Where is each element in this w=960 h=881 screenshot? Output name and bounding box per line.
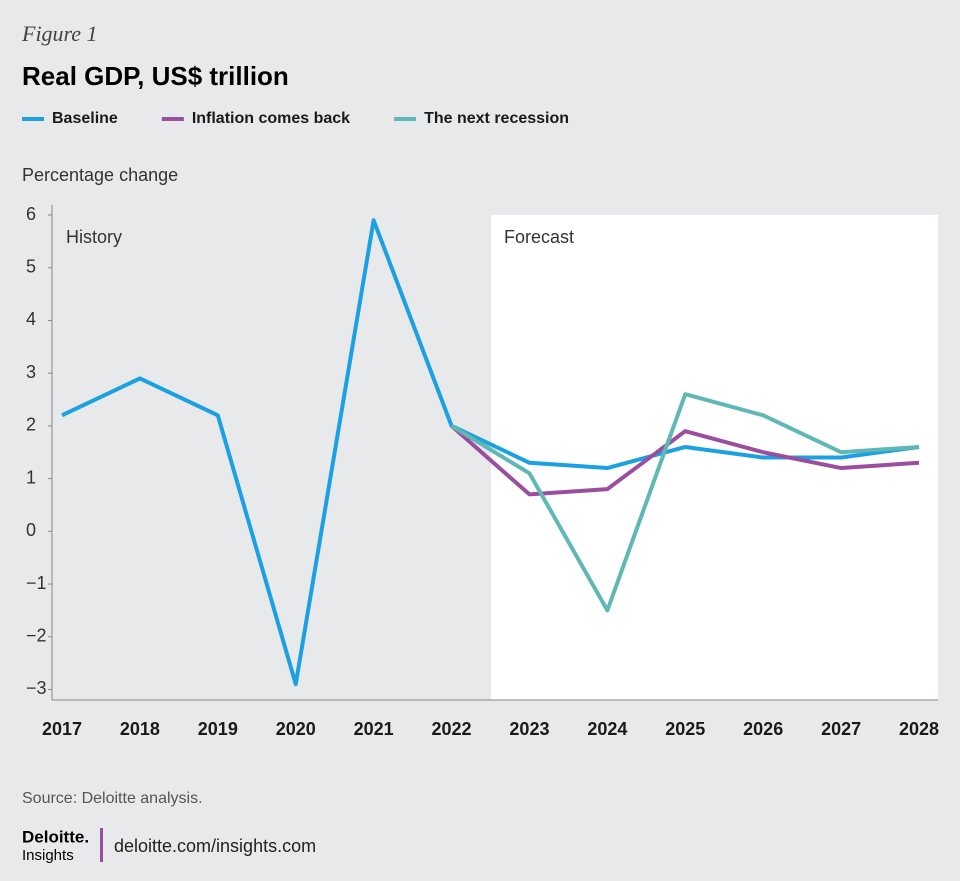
legend-label: Inflation comes back — [192, 110, 350, 127]
x-tick-label: 2024 — [587, 719, 627, 739]
x-tick-label: 2027 — [821, 719, 861, 739]
brand-sub: Insights — [22, 847, 74, 864]
brand: Deloitte. — [22, 827, 89, 846]
y-tick-label: 1 — [26, 467, 36, 487]
x-tick-label: 2022 — [432, 719, 472, 739]
x-tick-label: 2017 — [42, 719, 82, 739]
y-tick-label: 2 — [26, 415, 36, 435]
x-tick-label: 2025 — [665, 719, 705, 739]
y-axis-label: Percentage change — [22, 165, 178, 185]
url: deloitte.com/insights.com — [114, 836, 316, 856]
x-tick-label: 2026 — [743, 719, 783, 739]
annotation: Forecast — [504, 227, 574, 247]
forecast-panel — [491, 215, 938, 700]
x-tick-label: 2020 — [276, 719, 316, 739]
y-tick-label: 0 — [26, 520, 36, 540]
y-tick-label: 3 — [26, 362, 36, 382]
series-line — [61, 218, 920, 687]
legend-label: Baseline — [52, 110, 118, 127]
source: Source: Deloitte analysis. — [22, 790, 203, 807]
x-tick-label: 2018 — [120, 719, 160, 739]
y-tick-label: −1 — [26, 573, 47, 593]
series-line — [450, 424, 920, 497]
y-tick-label: 6 — [26, 204, 36, 224]
y-tick-label: 5 — [26, 256, 36, 276]
y-tick-label: −3 — [26, 678, 47, 698]
chart-title: Real GDP, US$ trillion — [22, 61, 289, 91]
y-tick-label: 4 — [26, 309, 36, 329]
x-tick-label: 2021 — [354, 719, 394, 739]
figure-label: Figure 1 — [21, 21, 98, 46]
x-tick-label: 2028 — [899, 719, 939, 739]
annotation: History — [66, 227, 122, 247]
x-tick-label: 2023 — [509, 719, 549, 739]
divider — [100, 828, 103, 862]
series-line — [450, 392, 920, 613]
x-tick-label: 2019 — [198, 719, 238, 739]
y-tick-label: −2 — [26, 625, 47, 645]
legend-label: The next recession — [424, 110, 569, 127]
